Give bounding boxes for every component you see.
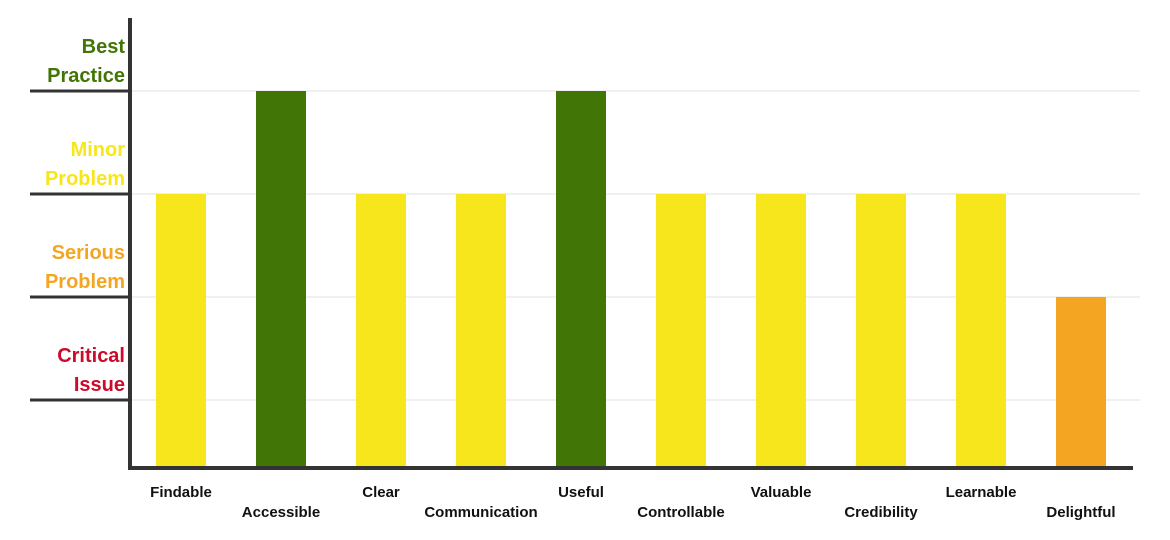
y-axis-level-labels: Critical Issue Serious Problem Minor Problem B… [45,36,125,396]
bar-accessible [256,91,306,468]
bar-communication [456,194,506,468]
y-level-label-line: Problem [45,168,125,190]
x-tick-label: Controllable [637,504,725,521]
y-level-label-line: Minor [71,139,126,161]
bar-useful [556,91,606,468]
y-level-label-line: Critical [57,345,125,367]
y-level-label-line: Practice [47,65,125,87]
y-level-label-line: Serious [52,242,125,264]
bar-valuable [756,194,806,468]
x-tick-label: Accessible [242,504,320,521]
x-tick-label: Findable [150,484,212,501]
y-level-label-line: Issue [74,374,125,396]
bar-controllable [656,194,706,468]
x-tick-label: Clear [362,484,400,501]
y-level-label: Critical Issue [57,345,125,396]
bar-learnable [956,194,1006,468]
bar-credibility [856,194,906,468]
x-axis-category-labels: Findable Accessible Clear Communication Usef… [150,484,1115,521]
bars [156,91,1106,468]
x-tick-label: Learnable [946,484,1017,501]
x-tick-label: Delightful [1046,504,1115,521]
y-level-label-line: Problem [45,271,125,293]
bar-findable [156,194,206,468]
x-tick-label: Valuable [751,484,812,501]
x-tick-label: Credibility [844,504,918,521]
y-level-label: Minor Problem [45,139,125,190]
y-level-label: Serious Problem [45,242,125,293]
x-tick-label: Communication [424,504,537,521]
y-level-label: Best Practice [47,36,125,87]
y-axis-ticks [30,89,130,402]
bar-delightful [1056,297,1106,468]
y-level-label-line: Best [82,36,126,58]
x-tick-label: Useful [558,484,604,501]
bar-clear [356,194,406,468]
